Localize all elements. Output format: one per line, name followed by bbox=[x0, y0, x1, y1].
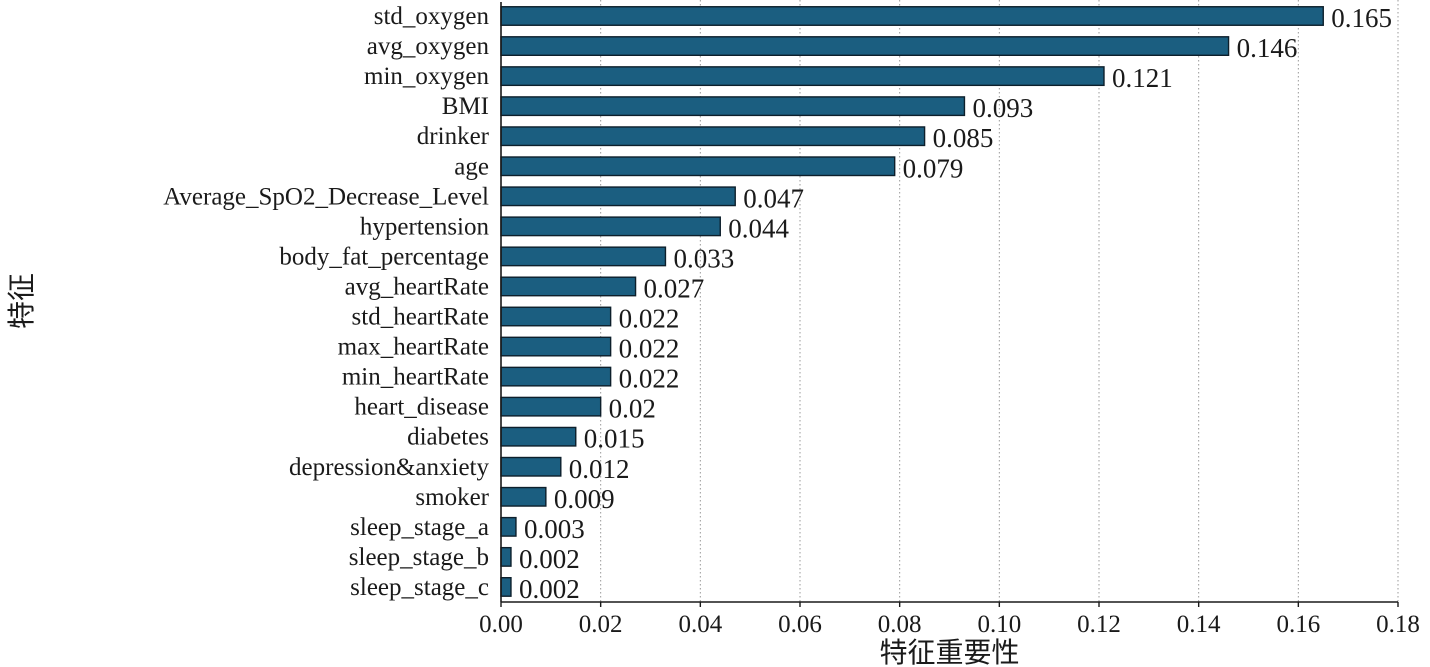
bar bbox=[500, 577, 512, 597]
bar bbox=[500, 36, 1230, 56]
bar bbox=[500, 96, 966, 117]
category-label: drinker bbox=[417, 123, 490, 150]
value-label: 0.009 bbox=[554, 484, 615, 514]
bar bbox=[500, 6, 1324, 26]
category-label: std_heartRate bbox=[352, 304, 489, 331]
value-label: 0.165 bbox=[1331, 3, 1392, 33]
x-tick-label: 0.00 bbox=[479, 611, 523, 638]
category-label: sleep_stage_b bbox=[349, 544, 489, 571]
value-label: 0.003 bbox=[524, 514, 585, 544]
category-label: avg_oxygen bbox=[367, 33, 490, 60]
value-label: 0.012 bbox=[569, 454, 630, 484]
bar bbox=[500, 546, 512, 567]
category-label: BMI bbox=[442, 93, 489, 120]
y-axis-title: 特征 bbox=[5, 273, 38, 329]
axes bbox=[500, 2, 1398, 603]
value-label: 0.146 bbox=[1237, 33, 1298, 63]
category-label: Average_SpO2_Decrease_Level bbox=[163, 183, 489, 210]
x-tick-label: 0.04 bbox=[678, 611, 722, 638]
value-label: 0.002 bbox=[519, 574, 580, 604]
category-label: age bbox=[454, 153, 489, 180]
bar bbox=[500, 66, 1105, 87]
category-label: sleep_stage_c bbox=[350, 574, 489, 601]
x-tick-label: 0.16 bbox=[1276, 611, 1320, 638]
bar bbox=[500, 486, 547, 507]
value-label: 0.015 bbox=[584, 424, 645, 454]
bar bbox=[500, 396, 602, 417]
x-tick-label: 0.02 bbox=[579, 611, 623, 638]
value-label: 0.022 bbox=[619, 364, 680, 394]
bar bbox=[500, 456, 562, 477]
bar bbox=[500, 216, 721, 237]
bar bbox=[500, 336, 612, 357]
value-label: 0.033 bbox=[673, 243, 734, 273]
category-label: diabetes bbox=[407, 424, 489, 451]
value-label: 0.047 bbox=[743, 183, 804, 213]
value-label: 0.044 bbox=[728, 213, 789, 243]
value-label: 0.022 bbox=[619, 304, 680, 334]
category-label: sleep_stage_a bbox=[350, 514, 489, 541]
bar bbox=[500, 186, 736, 207]
x-tick-label: 0.08 bbox=[878, 611, 922, 638]
bar bbox=[500, 516, 517, 537]
category-label: body_fat_percentage bbox=[279, 243, 489, 270]
x-axis-title: 特征重要性 bbox=[879, 636, 1019, 667]
category-label: hypertension bbox=[360, 213, 490, 240]
bar bbox=[500, 426, 577, 447]
category-label: min_oxygen bbox=[364, 63, 489, 90]
value-label: 0.022 bbox=[619, 334, 680, 364]
category-labels: std_oxygen avg_oxygen min_oxygen BMI drinker… bbox=[163, 3, 489, 601]
bar bbox=[500, 156, 896, 177]
bar bbox=[500, 126, 926, 147]
bar bbox=[500, 246, 667, 267]
x-tick-label: 0.12 bbox=[1077, 611, 1121, 638]
category-label: depression&anxiety bbox=[289, 454, 489, 481]
x-tick-label: 0.06 bbox=[778, 611, 822, 638]
grid-lines bbox=[600, 0, 1399, 602]
value-label: 0.02 bbox=[609, 394, 656, 424]
x-tick-label: 0.14 bbox=[1177, 611, 1221, 638]
bars bbox=[500, 6, 1324, 597]
value-label: 0.085 bbox=[933, 123, 994, 153]
value-label: 0.093 bbox=[972, 93, 1033, 123]
category-label: smoker bbox=[415, 484, 489, 511]
x-tick-label: 0.18 bbox=[1376, 611, 1420, 638]
value-label: 0.002 bbox=[519, 544, 580, 574]
x-ticks: 0.00 0.02 0.04 0.06 0.08 0.10 0.12 0.14 0.16 0.18 bbox=[479, 602, 1420, 638]
value-label: 0.121 bbox=[1112, 63, 1173, 93]
value-label: 0.027 bbox=[644, 273, 705, 303]
bar bbox=[500, 306, 612, 327]
category-label: min_heartRate bbox=[342, 364, 489, 391]
category-label: avg_heartRate bbox=[345, 273, 489, 300]
category-label: std_oxygen bbox=[374, 3, 490, 30]
category-label: heart_disease bbox=[354, 394, 489, 421]
bar bbox=[500, 366, 612, 387]
category-label: max_heartRate bbox=[338, 334, 489, 361]
bar bbox=[500, 276, 637, 297]
x-tick-label: 0.10 bbox=[977, 611, 1021, 638]
value-label: 0.079 bbox=[903, 153, 964, 183]
